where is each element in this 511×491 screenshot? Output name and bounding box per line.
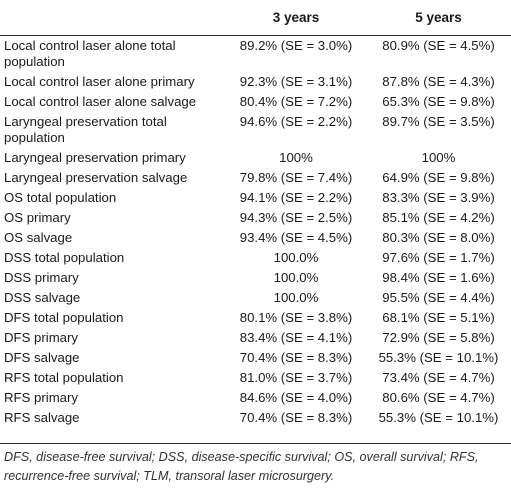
header-label-column — [0, 0, 226, 36]
table-row: DFS primary 83.4% (SE = 4.1%) 72.9% (SE = … — [0, 328, 511, 348]
value-3-years: 89.2% (SE = 3.0%) — [239, 38, 353, 53]
value-5-years: 80.3% (SE = 8.0%) — [382, 230, 495, 245]
value-5-years: 97.6% (SE = 1.7%) — [382, 250, 495, 265]
row-label: Local control laser alone primary — [4, 74, 195, 89]
table-row: DFS total population 80.1% (SE = 3.8%) 68.… — [0, 308, 511, 328]
value-3-years: 93.4% (SE = 4.5%) — [239, 230, 353, 245]
row-label: Laryngeal preservation total population — [4, 114, 167, 145]
value-5-years: 68.1% (SE = 5.1%) — [382, 310, 495, 325]
row-label: Laryngeal preservation primary — [4, 150, 186, 165]
table-row: Local control laser alone salvage 80.4% (… — [0, 92, 511, 112]
row-label: DFS primary — [4, 330, 78, 345]
value-3-years: 70.4% (SE = 8.3%) — [239, 350, 353, 365]
value-3-years: 100% — [279, 150, 313, 165]
table-row: OS salvage 93.4% (SE = 4.5%) 80.3% (SE = 8… — [0, 228, 511, 248]
table-row: RFS primary 84.6% (SE = 4.0%) 80.6% (SE = … — [0, 388, 511, 408]
row-label: OS total population — [4, 190, 117, 205]
table-row: Laryngeal preservation total population 9… — [0, 112, 511, 148]
table-body: Local control laser alone total populati… — [0, 36, 511, 432]
table-row: DSS salvage 100.0% 95.5% (SE = 4.4%) — [0, 288, 511, 308]
header-3-years: 3 years — [226, 0, 366, 36]
value-3-years: 81.0% (SE = 3.7%) — [239, 370, 353, 385]
row-label: DFS total population — [4, 310, 124, 325]
row-label: RFS primary — [4, 390, 78, 405]
row-label: RFS total population — [4, 370, 124, 385]
value-5-years: 64.9% (SE = 9.8%) — [382, 170, 495, 185]
table-row: Local control laser alone total populati… — [0, 36, 511, 73]
row-label: DSS total population — [4, 250, 125, 265]
row-label: DSS primary — [4, 270, 79, 285]
value-3-years: 94.3% (SE = 2.5%) — [239, 210, 353, 225]
value-3-years: 100.0% — [273, 270, 319, 285]
value-5-years: 85.1% (SE = 4.2%) — [382, 210, 495, 225]
header-5-years: 5 years — [366, 0, 511, 36]
table-row: Laryngeal preservation salvage 79.8% (SE … — [0, 168, 511, 188]
value-5-years: 80.9% (SE = 4.5%) — [382, 38, 495, 53]
value-5-years: 98.4% (SE = 1.6%) — [382, 270, 495, 285]
value-3-years: 70.4% (SE = 8.3%) — [239, 410, 353, 425]
value-5-years: 65.3% (SE = 9.8%) — [382, 94, 495, 109]
value-3-years: 84.6% (SE = 4.0%) — [239, 390, 353, 405]
table-row: Local control laser alone primary 92.3% (… — [0, 72, 511, 92]
value-3-years: 80.1% (SE = 3.8%) — [239, 310, 353, 325]
survival-table: 3 years 5 years Local control laser alon… — [0, 0, 511, 432]
value-3-years: 100.0% — [273, 250, 319, 265]
value-3-years: 94.6% (SE = 2.2%) — [239, 114, 353, 129]
value-5-years: 73.4% (SE = 4.7%) — [382, 370, 495, 385]
table-row: DSS total population 100.0% 97.6% (SE = 1.… — [0, 248, 511, 268]
value-3-years: 83.4% (SE = 4.1%) — [239, 330, 353, 345]
value-3-years: 94.1% (SE = 2.2%) — [239, 190, 353, 205]
header-row: 3 years 5 years — [0, 0, 511, 36]
table-bottom-rule — [0, 443, 511, 444]
table-row: OS total population 94.1% (SE = 2.2%) 83.3… — [0, 188, 511, 208]
row-label: OS salvage — [4, 230, 73, 245]
row-label: RFS salvage — [4, 410, 80, 425]
value-3-years: 80.4% (SE = 7.2%) — [239, 94, 353, 109]
value-5-years: 55.3% (SE = 10.1%) — [378, 410, 499, 425]
row-label: DFS salvage — [4, 350, 80, 365]
value-5-years: 89.7% (SE = 3.5%) — [382, 114, 495, 129]
value-5-years: 100% — [421, 150, 456, 165]
table-header: 3 years 5 years — [0, 0, 511, 36]
value-5-years: 72.9% (SE = 5.8%) — [382, 330, 495, 345]
row-label: Laryngeal preservation salvage — [4, 170, 188, 185]
row-label: OS primary — [4, 210, 71, 225]
table-row: OS primary 94.3% (SE = 2.5%) 85.1% (SE = 4… — [0, 208, 511, 228]
table-footnote: DFS, disease-free survival; DSS, disease… — [4, 450, 479, 483]
row-label: Local control laser alone total populati… — [4, 38, 176, 69]
table-row: RFS total population 81.0% (SE = 3.7%) 73.… — [0, 368, 511, 388]
row-label: DSS salvage — [4, 290, 81, 305]
value-3-years: 100.0% — [273, 290, 319, 305]
row-label: Local control laser alone salvage — [4, 94, 197, 109]
table-row: RFS salvage 70.4% (SE = 8.3%) 55.3% (SE = … — [0, 408, 511, 431]
table-row: DSS primary 100.0% 98.4% (SE = 1.6%) — [0, 268, 511, 288]
value-5-years: 95.5% (SE = 4.4%) — [382, 290, 495, 305]
value-5-years: 83.3% (SE = 3.9%) — [382, 190, 495, 205]
value-5-years: 55.3% (SE = 10.1%) — [378, 350, 499, 365]
value-3-years: 92.3% (SE = 3.1%) — [239, 74, 353, 89]
value-5-years: 80.6% (SE = 4.7%) — [382, 390, 495, 405]
table-row: DFS salvage 70.4% (SE = 8.3%) 55.3% (SE = … — [0, 348, 511, 368]
value-3-years: 79.8% (SE = 7.4%) — [239, 170, 353, 185]
value-5-years: 87.8% (SE = 4.3%) — [382, 74, 495, 89]
table-row: Laryngeal preservation primary 100% 100% — [0, 148, 511, 168]
